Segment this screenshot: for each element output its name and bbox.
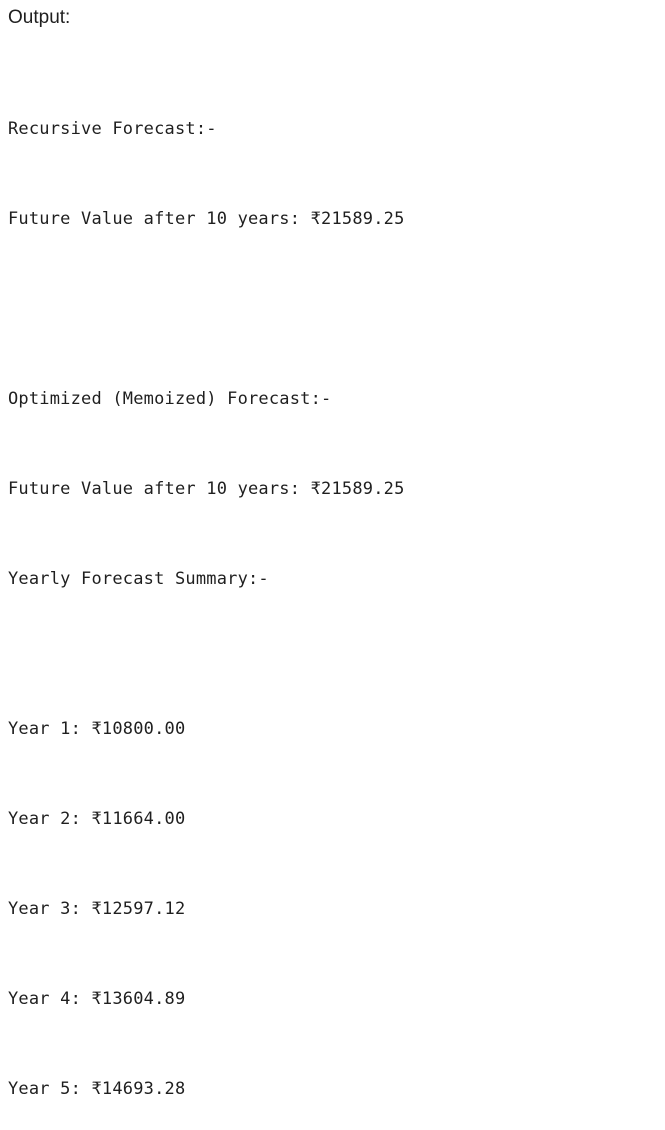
year-line: Year 2: ₹11664.00: [8, 809, 186, 829]
yearly-summary-title: Yearly Forecast Summary:-: [8, 569, 269, 589]
console-output: Recursive Forecast:- Future Value after …: [8, 54, 658, 1130]
output-heading: Output:: [8, 7, 71, 28]
year-line: Year 1: ₹10800.00: [8, 719, 186, 739]
output-document: Output: Recursive Forecast:- Future Valu…: [8, 4, 658, 1130]
year-line: Year 4: ₹13604.89: [8, 989, 186, 1009]
year-line: Year 5: ₹14693.28: [8, 1079, 186, 1099]
memoized-forecast-title: Optimized (Memoized) Forecast:-: [8, 389, 332, 409]
recursive-future-value: Future Value after 10 years: ₹21589.25: [8, 209, 405, 229]
year-line: Year 3: ₹12597.12: [8, 899, 186, 919]
memoized-future-value: Future Value after 10 years: ₹21589.25: [8, 479, 405, 499]
recursive-forecast-title: Recursive Forecast:-: [8, 119, 217, 139]
yearly-forecast-list: Year 1: ₹10800.00 Year 2: ₹11664.00 Year…: [8, 654, 658, 1130]
blank-line: [8, 294, 658, 324]
